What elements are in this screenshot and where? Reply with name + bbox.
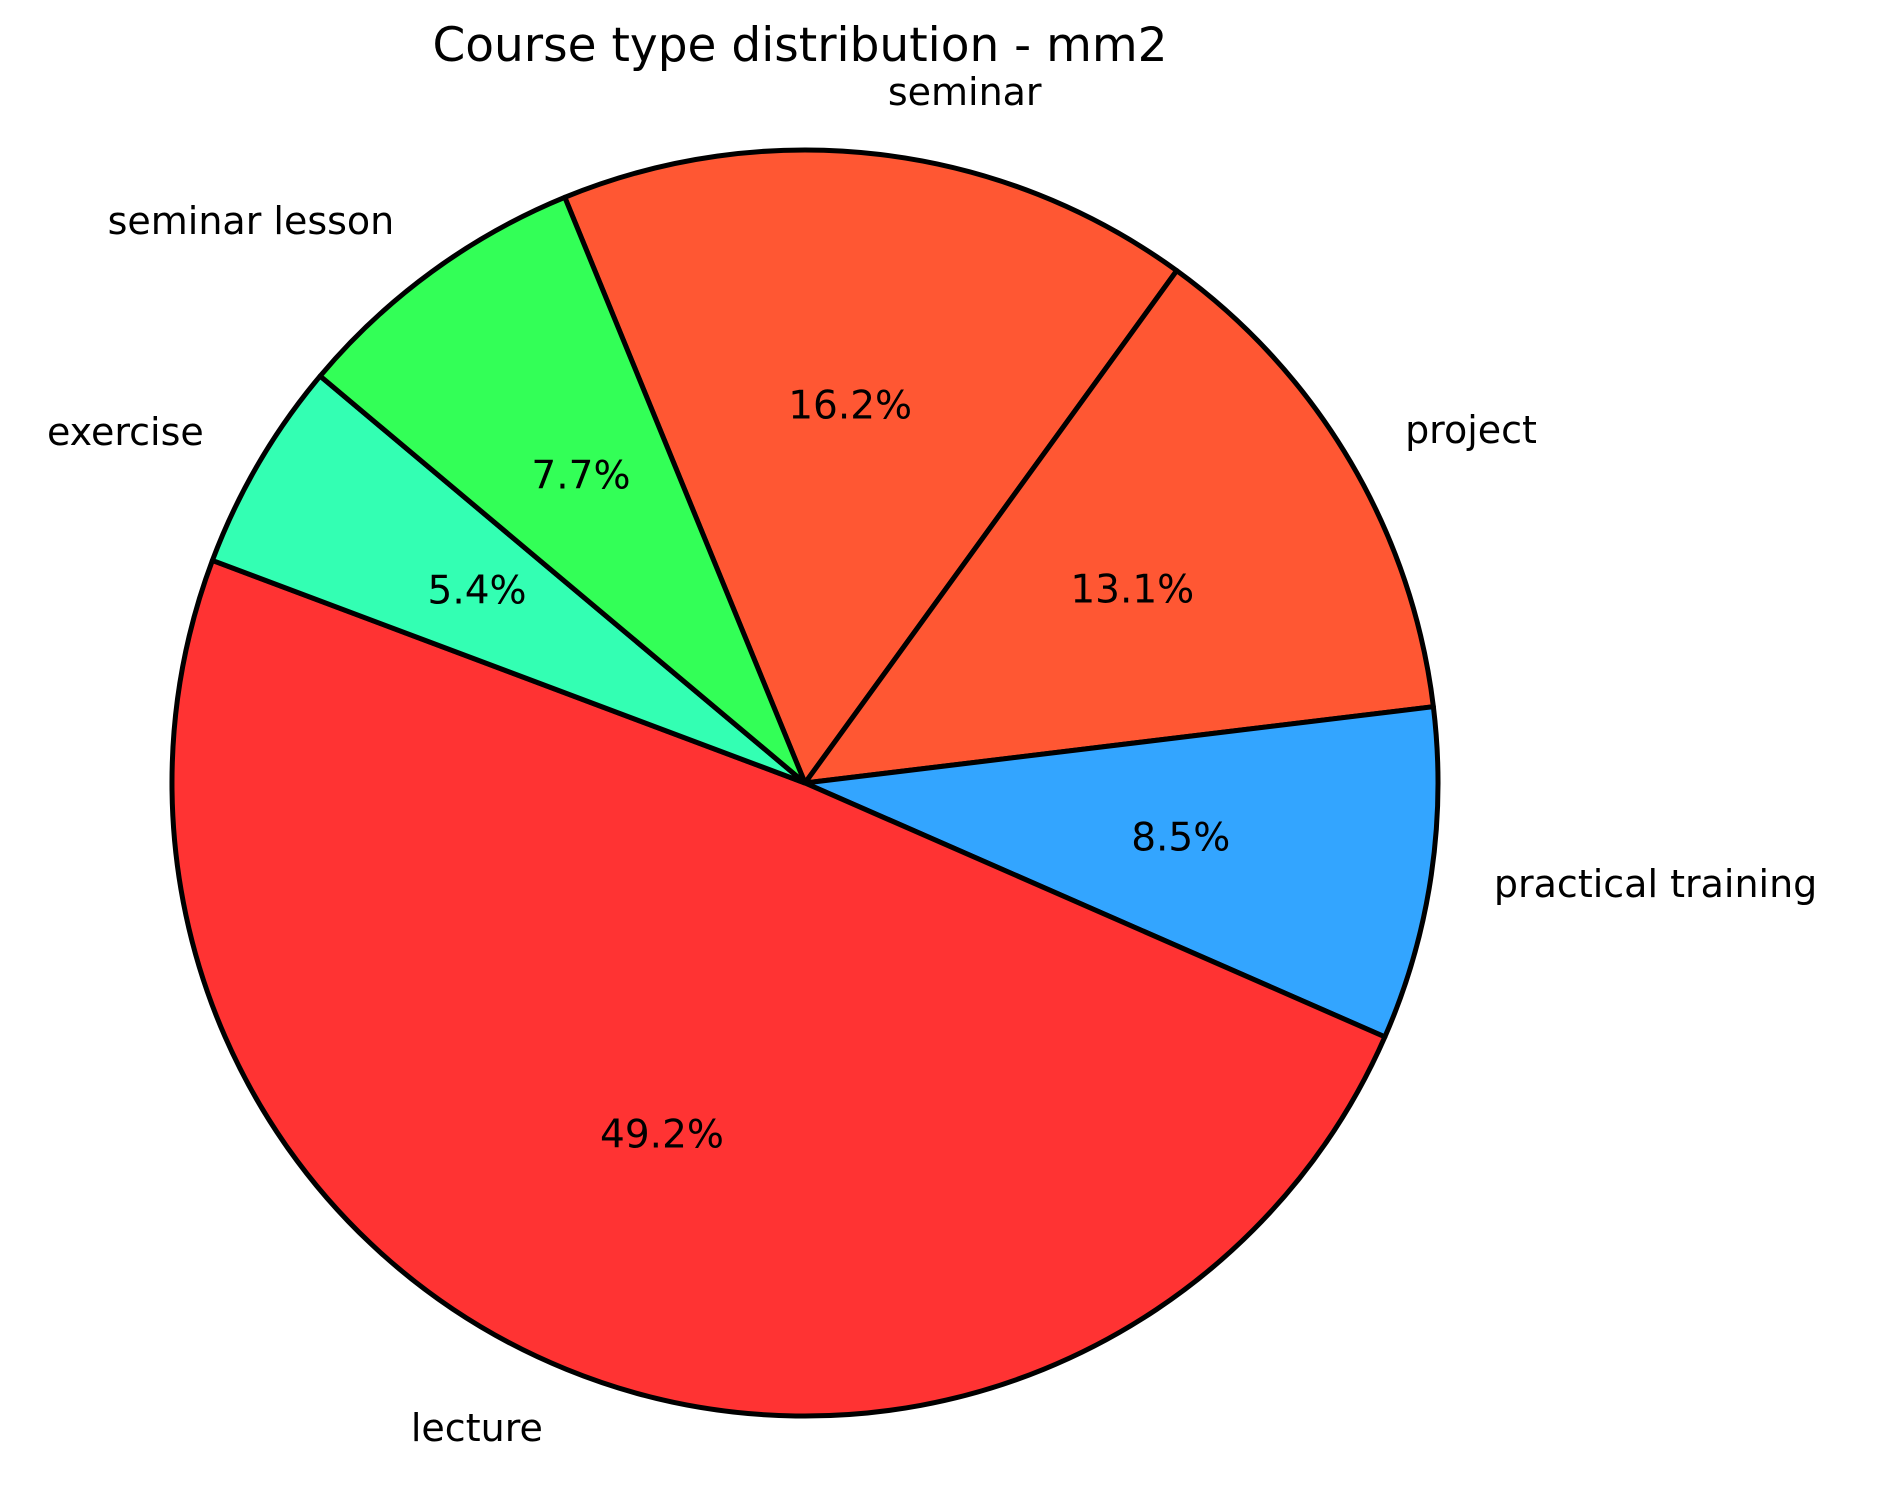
pct-label-exercise: 5.4% (427, 568, 527, 614)
pct-label-seminar-lesson: 7.7% (531, 453, 631, 499)
category-label-seminar: seminar (887, 69, 1042, 114)
category-label-exercise: exercise (46, 409, 204, 454)
pct-label-project: 13.1% (1070, 567, 1195, 613)
pie-slice-project (802, 268, 1436, 786)
pct-label-seminar: 16.2% (788, 383, 913, 429)
pie-slice-seminar (562, 147, 1180, 786)
category-label-seminar-lesson: seminar lesson (107, 198, 395, 243)
category-label-practical-training: practical training (1493, 862, 1818, 907)
pie-slice-exercise (209, 373, 808, 786)
pie-slice-practical-training (802, 704, 1441, 1040)
category-label-lecture: lecture (410, 1406, 543, 1451)
pct-label-lecture: 49.2% (600, 1112, 724, 1158)
chart-title: Course type distribution - mm2 (432, 18, 1168, 73)
pie-slice-lecture (169, 557, 1388, 1419)
pie-slice-seminar-lesson (317, 194, 808, 786)
category-label-project: project (1405, 407, 1537, 452)
pct-label-practical-training: 8.5% (1131, 815, 1231, 861)
